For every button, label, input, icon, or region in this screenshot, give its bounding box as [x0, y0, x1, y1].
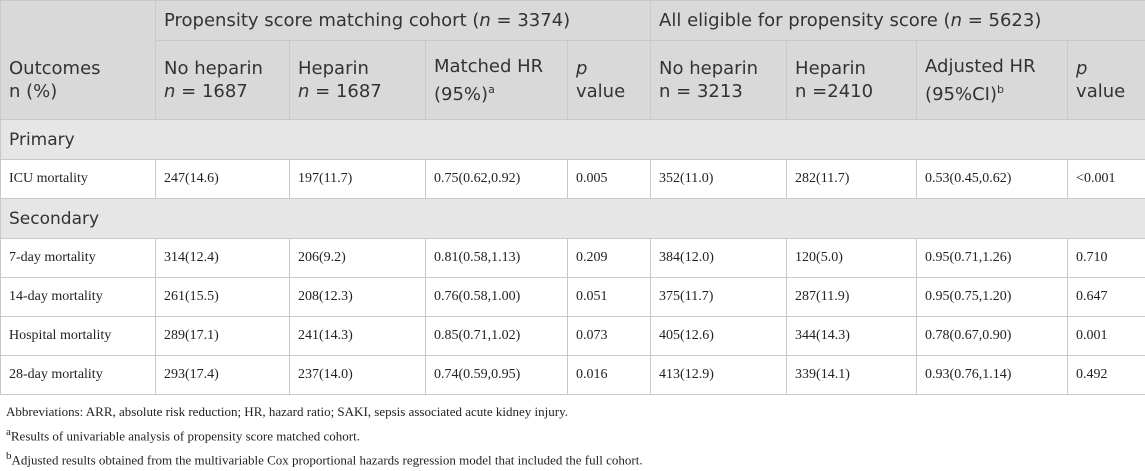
cell: 352(11.0)	[651, 160, 787, 199]
cell: 237(14.0)	[290, 356, 426, 395]
table-row: 14-day mortality 261(15.5) 208(12.3) 0.7…	[1, 278, 1145, 317]
section-title: Primary	[1, 120, 1145, 160]
table-footnotes: Abbreviations: ARR, absolute risk reduct…	[0, 395, 1145, 471]
header-corner	[1, 1, 156, 41]
cell: 0.53(0.45,0.62)	[917, 160, 1068, 199]
cell: 28-day mortality	[1, 356, 156, 395]
cell: Hospital mortality	[1, 317, 156, 356]
cell: 0.85(0.71,1.02)	[426, 317, 568, 356]
group-header-matched: Propensity score matching cohort (n = 33…	[156, 1, 651, 41]
col-header-matched-hr: Matched HR(95%)a	[426, 41, 568, 120]
cell: 344(14.3)	[787, 317, 917, 356]
cell: 0.95(0.75,1.20)	[917, 278, 1068, 317]
cell: 405(12.6)	[651, 317, 787, 356]
cell: 375(11.7)	[651, 278, 787, 317]
cell: 0.93(0.76,1.14)	[917, 356, 1068, 395]
table-body: Primary ICU mortality 247(14.6) 197(11.7…	[1, 120, 1145, 395]
cell: 261(15.5)	[156, 278, 290, 317]
section-title: Secondary	[1, 199, 1145, 239]
results-table: Propensity score matching cohort (n = 33…	[0, 0, 1145, 395]
table-row: 28-day mortality 293(17.4) 237(14.0) 0.7…	[1, 356, 1145, 395]
cell: 0.016	[568, 356, 651, 395]
cell: ICU mortality	[1, 160, 156, 199]
cell: 241(14.3)	[290, 317, 426, 356]
footnote-abbreviations: Abbreviations: ARR, absolute risk reduct…	[6, 401, 1145, 422]
cell: 0.76(0.58,1.00)	[426, 278, 568, 317]
cell: 206(9.2)	[290, 239, 426, 278]
col-header-adjusted-hr: Adjusted HR(95%CI)b	[917, 41, 1068, 120]
cell: <0.001	[1068, 160, 1145, 199]
footnote-b: bAdjusted results obtained from the mult…	[6, 446, 1145, 470]
cell: 0.051	[568, 278, 651, 317]
cell: 384(12.0)	[651, 239, 787, 278]
group-header-all-eligible: All eligible for propensity score (n = 5…	[651, 1, 1145, 41]
cell: 120(5.0)	[787, 239, 917, 278]
cell: 0.209	[568, 239, 651, 278]
cell: 0.75(0.62,0.92)	[426, 160, 568, 199]
cell: 289(17.1)	[156, 317, 290, 356]
cell: 0.81(0.58,1.13)	[426, 239, 568, 278]
cell: 0.492	[1068, 356, 1145, 395]
section-row-secondary: Secondary	[1, 199, 1145, 239]
table-row: ICU mortality 247(14.6) 197(11.7) 0.75(0…	[1, 160, 1145, 199]
table-header: Propensity score matching cohort (n = 33…	[1, 1, 1145, 120]
cell: 314(12.4)	[156, 239, 290, 278]
cell: 0.001	[1068, 317, 1145, 356]
cell: 413(12.9)	[651, 356, 787, 395]
cell: 339(14.1)	[787, 356, 917, 395]
footnote-a: aResults of univariable analysis of prop…	[6, 422, 1145, 446]
cell: 197(11.7)	[290, 160, 426, 199]
cell: 0.005	[568, 160, 651, 199]
cell: 14-day mortality	[1, 278, 156, 317]
cell: 0.710	[1068, 239, 1145, 278]
cell: 247(14.6)	[156, 160, 290, 199]
cell: 282(11.7)	[787, 160, 917, 199]
section-row-primary: Primary	[1, 120, 1145, 160]
cell: 293(17.4)	[156, 356, 290, 395]
footnote-a-text: Results of univariable analysis of prope…	[11, 428, 360, 443]
cell: 287(11.9)	[787, 278, 917, 317]
cell: 208(12.3)	[290, 278, 426, 317]
cell: 0.647	[1068, 278, 1145, 317]
cell: 7-day mortality	[1, 239, 156, 278]
table-row: Hospital mortality 289(17.1) 241(14.3) 0…	[1, 317, 1145, 356]
cell: 0.073	[568, 317, 651, 356]
cell: 0.74(0.59,0.95)	[426, 356, 568, 395]
cell: 0.95(0.71,1.26)	[917, 239, 1068, 278]
table-row: 7-day mortality 314(12.4) 206(9.2) 0.81(…	[1, 239, 1145, 278]
footnote-b-text: Adjusted results obtained from the multi…	[12, 453, 643, 468]
cell: 0.78(0.67,0.90)	[917, 317, 1068, 356]
